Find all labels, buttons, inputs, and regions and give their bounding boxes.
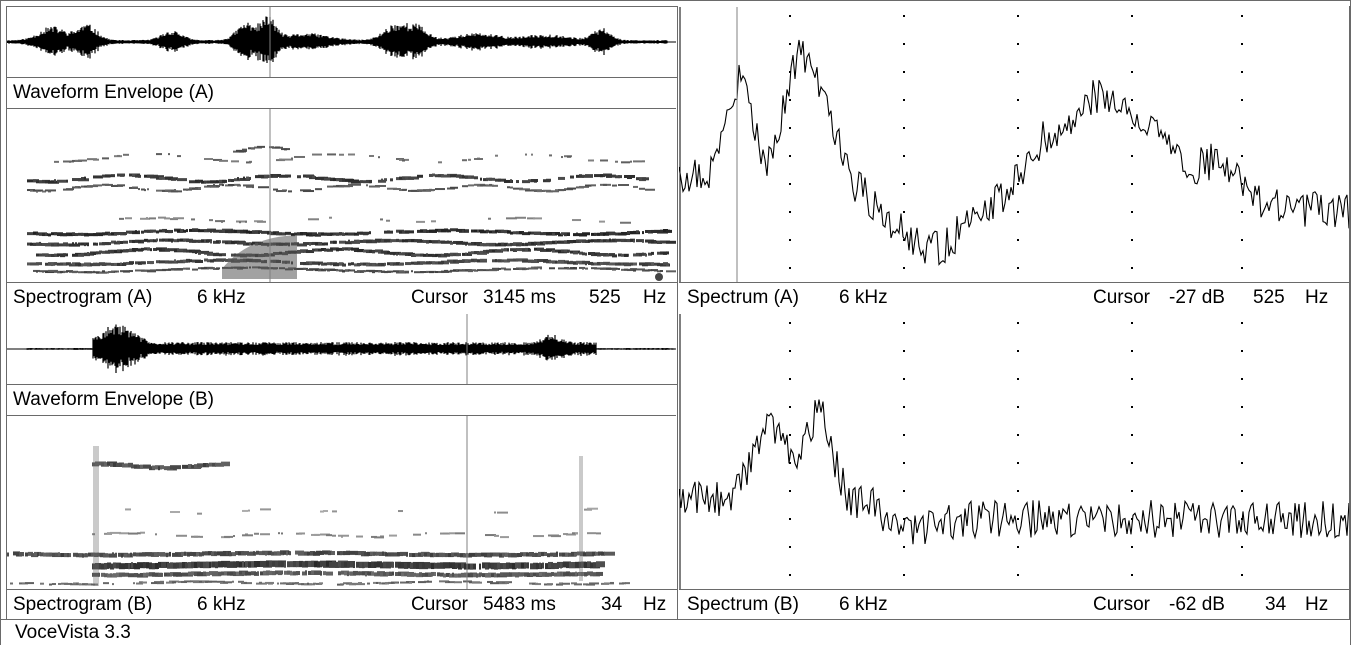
spectrogram-b-cursor-time: 5483 ms: [483, 594, 556, 615]
spectrum-a-freq-unit: Hz: [1305, 287, 1329, 308]
app-status-bar: VoceVista 3.3: [1, 619, 1350, 645]
spectrogram-b-panel[interactable]: [7, 415, 676, 589]
spectrogram-a-range: 6 kHz: [197, 287, 246, 308]
spectrum-a-cursor-freq: 525: [1253, 287, 1285, 308]
spectrogram-b-cursor-freq: 34: [601, 594, 623, 615]
spectrogram-b-status-bar: Spectrogram (B) 6 kHz Cursor 5483 ms 34 …: [7, 589, 677, 620]
spectrum-a-range: 6 kHz: [839, 287, 888, 308]
spectrum-a-trace: [679, 7, 1349, 282]
waveform-a-label: Waveform Envelope (A): [13, 82, 214, 103]
spectrum-b-range: 6 kHz: [839, 594, 888, 615]
spectrogram-a-panel[interactable]: [7, 108, 676, 282]
spectrum-a-status-bar: Spectrum (A) 6 kHz Cursor -27 dB 525 Hz: [679, 282, 1350, 314]
waveform-b-panel[interactable]: [7, 314, 676, 384]
spectrum-b-status-bar: Spectrum (B) 6 kHz Cursor -62 dB 34 Hz: [679, 589, 1350, 620]
spectrum-b-cursor-db: -62 dB: [1169, 594, 1225, 615]
waveform-b-label-bar: Waveform Envelope (B): [7, 384, 677, 415]
spectrogram-a-status-bar: Spectrogram (A) 6 kHz Cursor 3145 ms 525…: [7, 282, 677, 314]
spectrogram-a-cursor-freq: 525: [589, 287, 621, 308]
spectrogram-a-freq-unit: Hz: [643, 287, 667, 308]
waveform-b-label: Waveform Envelope (B): [13, 389, 214, 410]
spectrogram-a-cursor-label: Cursor: [411, 287, 469, 308]
spectrum-b-cursor-label: Cursor: [1093, 594, 1151, 615]
spectrogram-a-cursor-time: 3145 ms: [483, 287, 556, 308]
spectrum-b-panel[interactable]: [679, 314, 1349, 589]
spectrogram-b-range: 6 kHz: [197, 594, 246, 615]
spectrum-a-title: Spectrum (A): [687, 287, 799, 308]
spectrum-a-cursor-label: Cursor: [1093, 287, 1151, 308]
spectrogram-b-freq-unit: Hz: [643, 594, 667, 615]
waveform-a-trace: [7, 7, 676, 77]
waveform-b-trace: [7, 314, 676, 384]
spectrum-b-trace: [679, 314, 1349, 589]
spectrogram-b-cursor-label: Cursor: [411, 594, 469, 615]
spectrum-b-title: Spectrum (B): [687, 594, 799, 615]
waveform-a-label-bar: Waveform Envelope (A): [7, 77, 677, 108]
spectrogram-a-image: [27, 109, 676, 282]
app-title: VoceVista 3.3: [15, 622, 131, 643]
spectrogram-a-title: Spectrogram (A): [13, 287, 153, 308]
spectrum-a-cursor-db: -27 dB: [1169, 287, 1225, 308]
spectrogram-b-title: Spectrogram (B): [13, 594, 153, 615]
split-divider[interactable]: [677, 6, 678, 619]
spectrum-a-panel[interactable]: [679, 7, 1349, 282]
spectrum-b-freq-unit: Hz: [1305, 594, 1329, 615]
waveform-a-panel[interactable]: [7, 7, 676, 77]
spectrogram-b-image: [7, 416, 630, 589]
spectrum-b-cursor-freq: 34: [1265, 594, 1287, 615]
